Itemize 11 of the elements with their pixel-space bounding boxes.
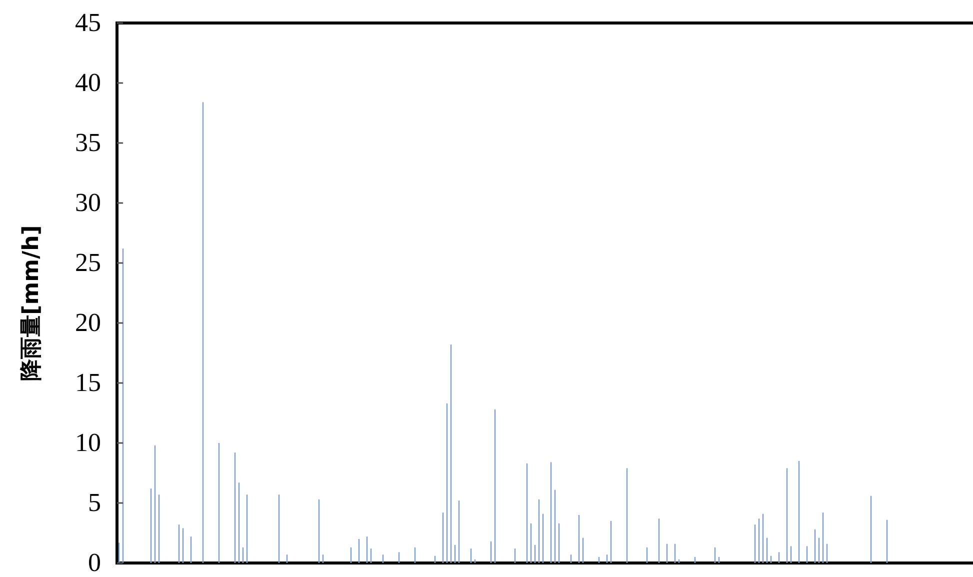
y-tick-label: 40 bbox=[75, 68, 101, 97]
y-tick-label: 5 bbox=[88, 488, 101, 517]
y-tick-label: 15 bbox=[75, 368, 101, 397]
y-tick-label: 0 bbox=[88, 548, 101, 577]
y-tick-label: 35 bbox=[75, 128, 101, 157]
y-tick-label: 20 bbox=[75, 308, 101, 337]
y-tick-label: 30 bbox=[75, 188, 101, 217]
y-tick-label: 10 bbox=[75, 428, 101, 457]
y-tick-label: 25 bbox=[75, 248, 101, 277]
y-tick-label: 45 bbox=[75, 8, 101, 37]
y-axis-title: 降雨量[mm/h] bbox=[19, 225, 44, 381]
